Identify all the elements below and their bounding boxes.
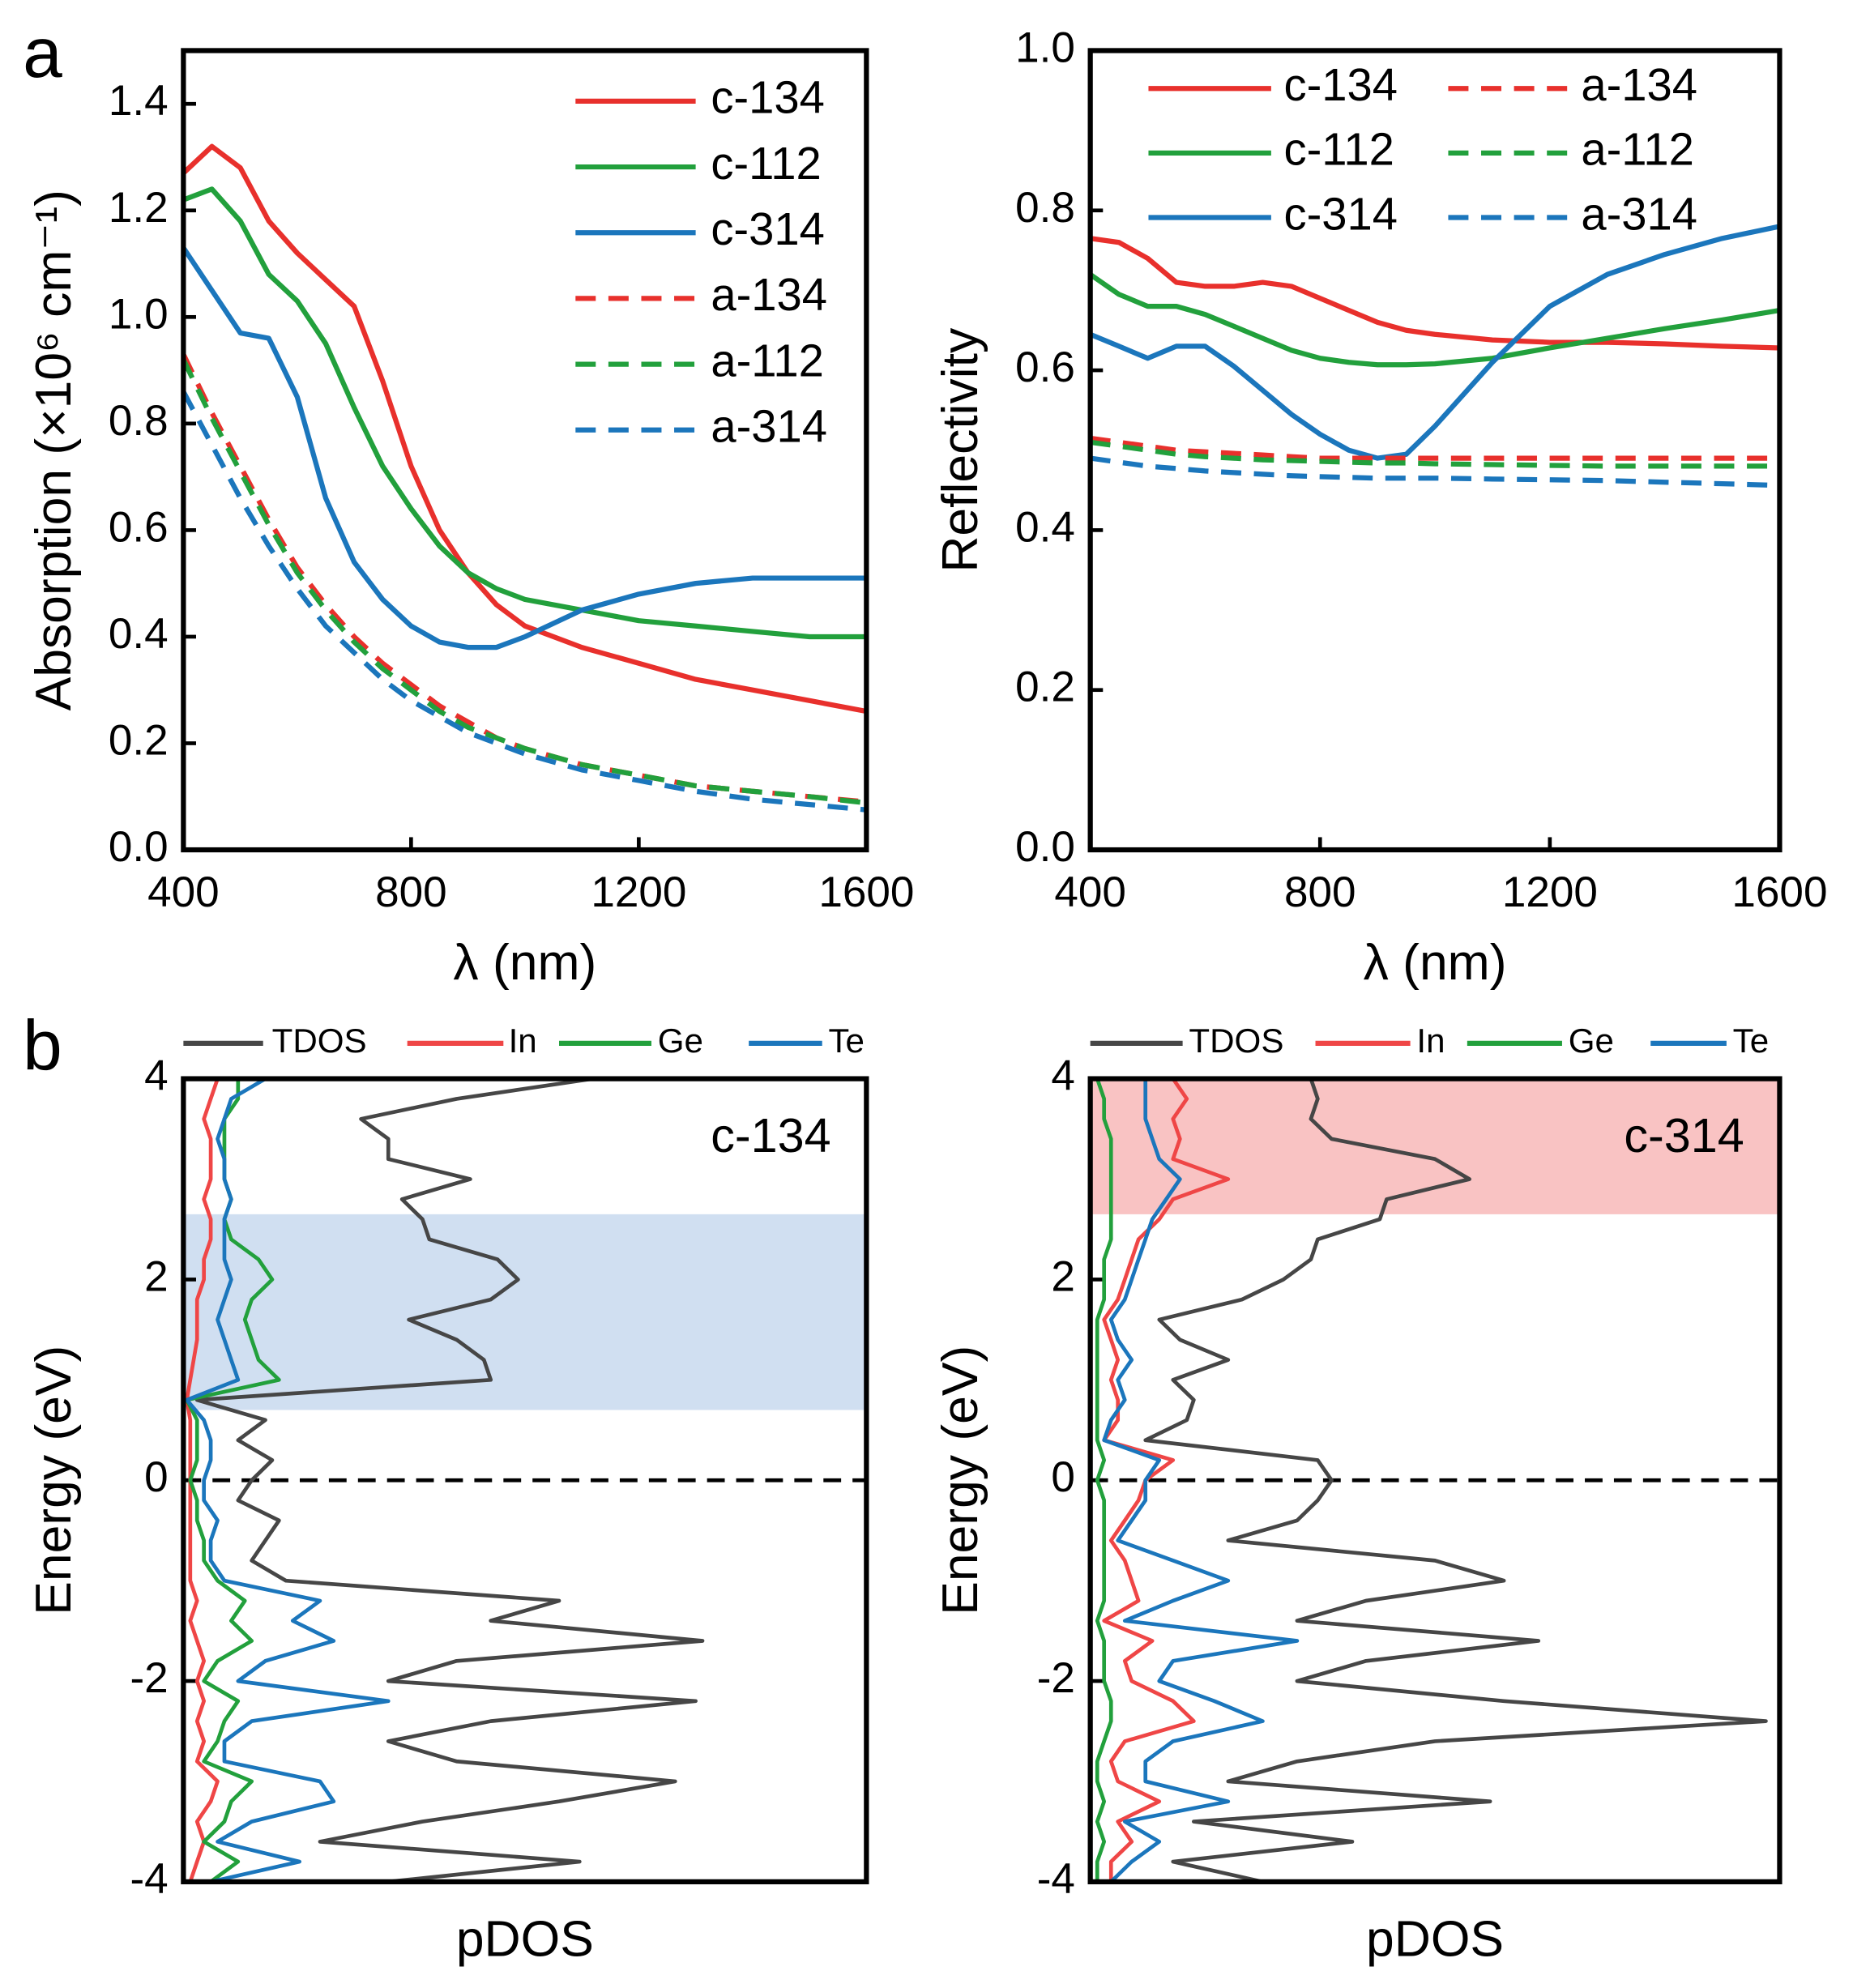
y-tick-label: 0.0 (109, 823, 169, 871)
panel-label: a (23, 13, 62, 92)
legend-label: Ge (1569, 1022, 1614, 1060)
y-tick-label: 0 (1051, 1453, 1075, 1501)
series-line (185, 1077, 391, 1884)
series-line (1089, 224, 1781, 461)
legend-label: Ge (658, 1022, 703, 1060)
y-axis-label: Reflectivity (932, 327, 988, 573)
y-tick-label: 0.6 (1015, 343, 1075, 391)
series-line (1143, 1077, 1768, 1884)
x-axis-label: λ (nm) (453, 934, 596, 991)
y-tick-label: 1.0 (109, 290, 169, 338)
legend-label: a-134 (711, 269, 827, 320)
legend-label: TDOS (1189, 1022, 1283, 1060)
legend-label: c-314 (1284, 188, 1398, 239)
plot-frame (1087, 1076, 1783, 1884)
plot-frame (181, 48, 869, 853)
series-line (1088, 272, 1780, 368)
legend-label: Te (829, 1022, 865, 1060)
y-tick-label: 1.0 (1015, 23, 1075, 71)
x-tick-label: 1600 (1731, 868, 1827, 916)
legend-label: Te (1733, 1022, 1770, 1060)
plot-frame (1087, 48, 1783, 853)
y-tick-label: 2 (144, 1252, 169, 1300)
legend-label: c-112 (711, 138, 821, 189)
legend-label: a-314 (1581, 188, 1697, 239)
y-tick-label: -2 (1037, 1654, 1075, 1702)
series-line (181, 390, 867, 813)
y-tick-label: 0.8 (1015, 184, 1075, 232)
legend-label: a-134 (1581, 59, 1697, 110)
x-axis-label: pDOS (456, 1910, 594, 1967)
series-line (1102, 1078, 1300, 1883)
legend-label: c-134 (1284, 59, 1398, 110)
x-tick-label: 1200 (591, 868, 686, 916)
y-tick-label: 4 (144, 1052, 169, 1100)
y-tick-label: -4 (1037, 1855, 1075, 1903)
legend-label: c-134 (711, 72, 825, 123)
y-axis-label: Absorption (×10⁶ cm⁻¹) (25, 190, 82, 710)
series-line (1090, 439, 1780, 469)
x-tick-label: 1200 (1502, 868, 1598, 916)
y-axis-label: Energy (eV) (25, 1346, 82, 1615)
legend-label: a-314 (711, 401, 827, 452)
y-tick-label: 0.2 (1015, 663, 1075, 711)
y-tick-label: 0.4 (1015, 503, 1075, 551)
x-axis-label: λ (nm) (1364, 934, 1507, 991)
y-tick-label: 2 (1051, 1252, 1075, 1300)
x-tick-label: 1600 (818, 868, 914, 916)
legend-label: In (509, 1022, 537, 1060)
x-axis-label: pDOS (1366, 1910, 1504, 1967)
annotation: c-134 (711, 1108, 830, 1163)
series-line (1095, 1077, 1113, 1882)
y-tick-label: 0.8 (109, 397, 169, 445)
band (1090, 1078, 1780, 1214)
series-line (181, 353, 867, 804)
panel-label: b (23, 1005, 62, 1085)
series-line (182, 186, 867, 640)
x-tick-label: 400 (1054, 868, 1126, 916)
legend-label: TDOS (272, 1022, 367, 1060)
y-tick-label: 0.0 (1015, 823, 1075, 871)
y-axis-label: Energy (eV) (932, 1346, 988, 1615)
y-tick-label: 0.6 (109, 503, 169, 551)
legend-label: a-112 (711, 335, 824, 386)
series-line (181, 246, 867, 651)
plot-frame (181, 1076, 869, 1884)
y-tick-label: 4 (1051, 1052, 1075, 1100)
legend-label: c-314 (711, 203, 825, 254)
legend-label: a-112 (1581, 124, 1694, 175)
series-line (194, 1077, 705, 1884)
series-line (181, 143, 867, 715)
band (183, 1214, 867, 1410)
series-line (181, 358, 867, 806)
annotation: c-314 (1624, 1108, 1744, 1163)
legend-label: In (1416, 1022, 1445, 1060)
y-tick-label: -4 (130, 1855, 168, 1903)
x-tick-label: 800 (375, 868, 447, 916)
y-tick-label: 0 (144, 1453, 169, 1501)
x-tick-label: 400 (147, 868, 220, 916)
y-tick-label: 1.4 (109, 77, 169, 125)
y-tick-label: 1.2 (109, 184, 169, 232)
legend-label: c-112 (1284, 124, 1394, 175)
y-tick-label: -2 (130, 1654, 168, 1702)
y-tick-label: 0.4 (109, 610, 169, 658)
x-tick-label: 800 (1284, 868, 1356, 916)
series-line (1090, 236, 1780, 351)
y-tick-label: 0.2 (109, 717, 169, 765)
